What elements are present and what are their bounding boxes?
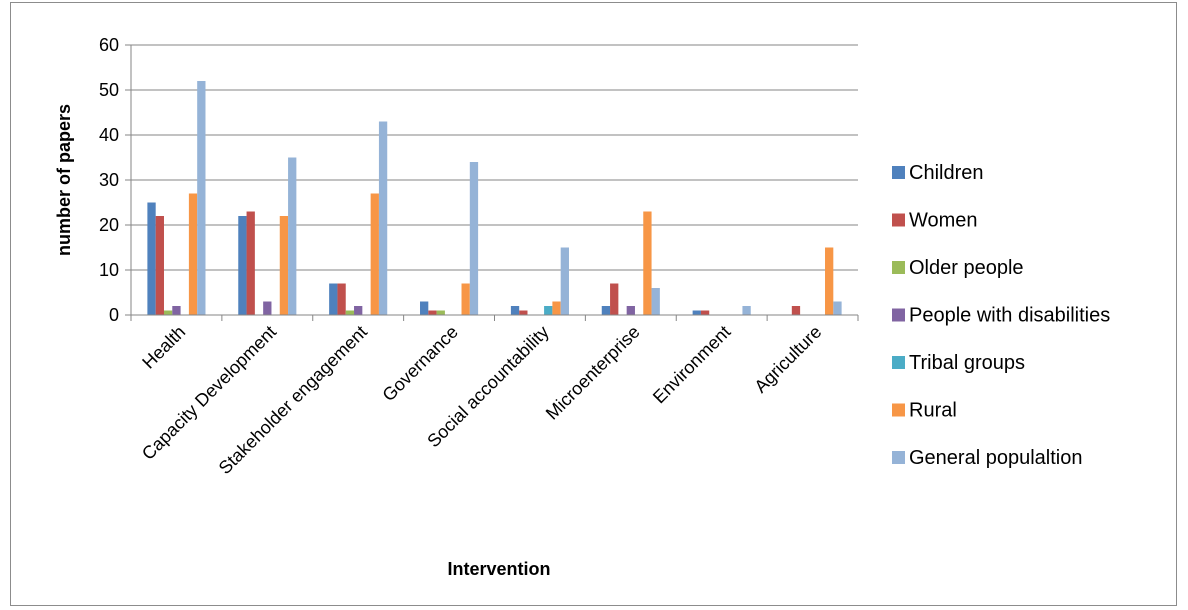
legend: Children Women Older people People with dis… — [892, 162, 1110, 469]
bar-rural — [370, 193, 379, 315]
bar-women — [700, 310, 710, 315]
bar-women — [428, 310, 437, 315]
legend-swatch — [892, 213, 905, 227]
bar-rural — [188, 193, 198, 315]
bar-people-with-disabilities — [354, 306, 363, 315]
bar-rural — [279, 216, 289, 315]
bar-women — [610, 283, 619, 315]
legend-label: Older people — [909, 257, 1024, 279]
y-tick-label: 50 — [99, 80, 119, 100]
bar-children — [420, 301, 429, 315]
bar-women — [519, 310, 528, 315]
y-tick-labels: 0 10 20 30 40 50 60 — [99, 35, 119, 325]
bar-children — [238, 216, 247, 315]
x-category-label: Health — [138, 322, 189, 373]
bar-rural — [643, 211, 652, 315]
legend-label: General populaltion — [909, 447, 1082, 469]
bar-people-with-disabilities — [626, 306, 635, 315]
legend-label: Children — [909, 162, 983, 184]
y-tick-label: 60 — [99, 35, 119, 55]
legend-swatch — [892, 261, 905, 274]
bar-children — [329, 283, 338, 315]
x-category-label: Agriculture — [750, 322, 825, 397]
bar-general-populaltion — [742, 306, 751, 315]
bar-older-people — [436, 310, 445, 315]
legend-label: Tribal groups — [909, 352, 1025, 374]
legend-swatch — [892, 166, 905, 179]
y-tick-label: 10 — [99, 260, 119, 280]
legend-swatch — [892, 356, 905, 369]
y-axis-title: number of papers — [54, 104, 74, 256]
bar-older-people — [163, 310, 173, 315]
bar-rural — [552, 301, 561, 315]
bar-women — [155, 216, 164, 315]
axes — [130, 45, 859, 321]
legend-swatch — [892, 451, 905, 464]
bar-general-populaltion — [833, 301, 842, 315]
legend-label: People with disabilities — [909, 305, 1110, 327]
bars — [147, 81, 842, 315]
bar-people-with-disabilities — [172, 306, 181, 315]
bar-children — [510, 306, 520, 315]
x-category-label: Governance — [378, 322, 461, 405]
bar-women — [791, 306, 801, 315]
bar-general-populaltion — [651, 288, 660, 315]
bar-rural — [825, 247, 834, 315]
bar-rural — [461, 283, 470, 315]
bar-children — [692, 310, 701, 315]
bar-women — [246, 211, 255, 315]
y-tick-label: 20 — [99, 215, 119, 235]
bar-general-populaltion — [560, 247, 569, 315]
bar-children — [147, 202, 156, 315]
x-category-label: Stakeholder engagement — [215, 322, 371, 478]
bar-women — [337, 283, 346, 315]
bar-children — [601, 306, 611, 315]
x-axis-title: Intervention — [447, 559, 550, 579]
bar-tribal-groups — [544, 306, 553, 315]
legend-swatch — [892, 308, 905, 322]
legend-swatch — [892, 403, 905, 417]
legend-label: Rural — [909, 400, 957, 422]
bar-people-with-disabilities — [263, 301, 272, 315]
x-category-label: Environment — [649, 322, 735, 408]
bar-general-populaltion — [469, 162, 479, 315]
bar-general-populaltion — [378, 121, 388, 315]
gridlines — [125, 44, 858, 316]
y-tick-label: 30 — [99, 170, 119, 190]
bar-older-people — [345, 310, 355, 315]
bar-general-populaltion — [288, 157, 297, 315]
y-tick-label: 0 — [109, 305, 119, 325]
x-category-label: Microenterprise — [542, 322, 644, 424]
bar-general-populaltion — [197, 81, 206, 315]
legend-label: Women — [909, 210, 978, 232]
y-tick-label: 40 — [99, 125, 119, 145]
